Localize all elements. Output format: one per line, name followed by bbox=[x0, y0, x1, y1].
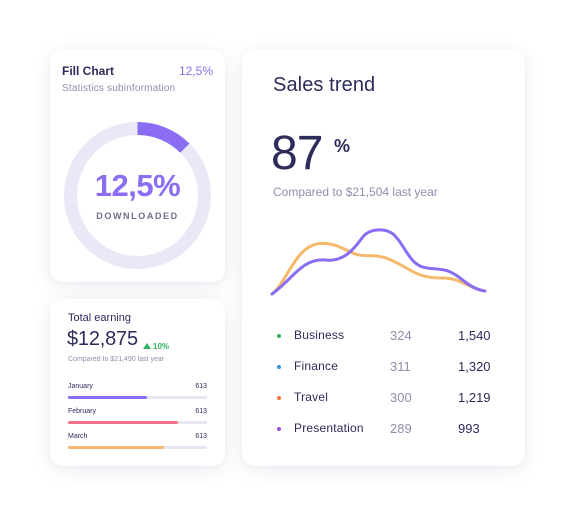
sales-title: Sales trend bbox=[273, 74, 376, 96]
progress-track bbox=[68, 421, 207, 424]
fill-chart-title: Fill Chart bbox=[62, 64, 115, 78]
arrow-up-icon bbox=[143, 343, 151, 349]
fill-chart-card: Fill Chart 12,5% Statistics subinformati… bbox=[50, 50, 225, 282]
fill-chart-percent: 12,5% bbox=[178, 64, 213, 78]
donut-value: 12,5% bbox=[94, 168, 181, 203]
legend-value-1: 289 bbox=[390, 421, 412, 436]
legend-name: Business bbox=[294, 328, 345, 342]
legend-value-2: 993 bbox=[458, 421, 480, 436]
month-label: February bbox=[68, 408, 97, 415]
progress-track bbox=[68, 446, 207, 449]
legend-row: Business 324 1,540 bbox=[277, 328, 507, 344]
legend-value-1: 324 bbox=[390, 328, 412, 343]
sales-compare: Compared to $21,504 last year bbox=[273, 185, 438, 199]
legend-name: Presentation bbox=[294, 421, 364, 435]
legend-value-2: 1,540 bbox=[458, 328, 491, 343]
legend-row: Presentation 289 993 bbox=[277, 421, 507, 437]
sales-unit: % bbox=[334, 136, 351, 156]
legend-value-1: 311 bbox=[390, 359, 411, 374]
total-earning-card: Total earning $12,875 10% Compared to $2… bbox=[50, 299, 225, 466]
progress-fill bbox=[68, 396, 148, 399]
progress-track bbox=[68, 396, 207, 399]
earning-amount: $12,875 bbox=[67, 328, 138, 350]
legend-name: Travel bbox=[294, 390, 329, 404]
legend-value-2: 1,219 bbox=[458, 390, 491, 405]
earning-title: Total earning bbox=[68, 312, 131, 324]
month-value: 613 bbox=[195, 383, 207, 390]
month-label: January bbox=[68, 383, 93, 390]
sales-trend-chart bbox=[270, 228, 487, 296]
trend-line-purple bbox=[270, 228, 487, 296]
legend-name: Finance bbox=[294, 359, 339, 373]
sales-trend-card: Sales trend 87 % Compared to $21,504 las… bbox=[242, 50, 525, 466]
legend-dot bbox=[277, 334, 281, 338]
legend-row: Travel 300 1,219 bbox=[277, 390, 507, 406]
legend-dot bbox=[277, 365, 281, 369]
progress-fill bbox=[68, 446, 164, 449]
legend-dot bbox=[277, 396, 281, 400]
donut-chart bbox=[64, 122, 211, 269]
progress-fill bbox=[68, 421, 178, 424]
legend-value-1: 300 bbox=[390, 390, 412, 405]
month-label: March bbox=[68, 433, 88, 440]
earning-change-value: 10% bbox=[153, 342, 170, 351]
fill-chart-subtitle: Statistics subinformation bbox=[62, 83, 176, 94]
earning-compare: Compared to $21,490 last year bbox=[68, 356, 165, 363]
donut-fill bbox=[64, 122, 211, 269]
trend-line-orange bbox=[270, 241, 487, 296]
month-value: 613 bbox=[195, 408, 207, 415]
donut-caption: DOWNLOADED bbox=[96, 211, 179, 221]
earning-change-badge: 10% bbox=[143, 342, 169, 351]
sales-value: 87 bbox=[271, 127, 323, 180]
month-value: 613 bbox=[195, 433, 207, 440]
legend-value-2: 1,320 bbox=[458, 359, 491, 374]
legend-dot bbox=[277, 427, 281, 431]
legend-row: Finance 311 1,320 bbox=[277, 359, 507, 375]
